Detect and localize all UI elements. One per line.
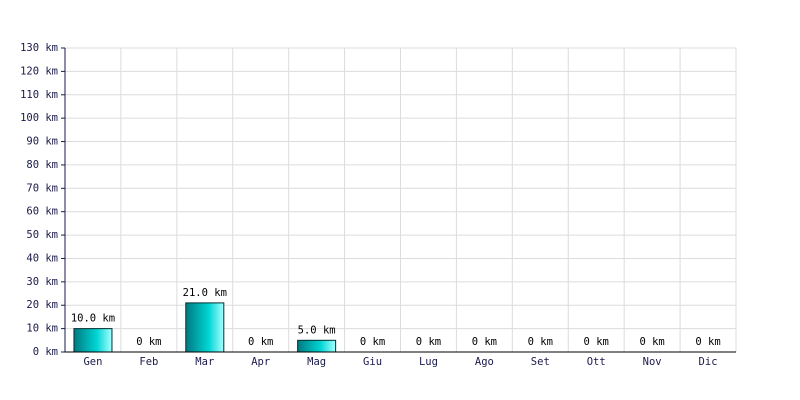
bar	[73, 328, 113, 353]
x-tick-label: Nov	[643, 356, 662, 368]
x-tick-label: Ott	[587, 356, 606, 368]
value-label: 5.0 km	[298, 324, 336, 336]
y-tick-label: 60 km	[26, 206, 58, 218]
value-label: 0 km	[416, 336, 441, 348]
value-label: 21.0 km	[183, 287, 227, 299]
y-tick-label: 70 km	[26, 182, 58, 194]
y-tick-label: 30 km	[26, 276, 58, 288]
value-label: 0 km	[248, 336, 273, 348]
y-tick-label: 120 km	[20, 65, 58, 77]
y-tick-label: 100 km	[20, 112, 58, 124]
x-tick-label: Feb	[139, 356, 158, 368]
value-label: 0 km	[528, 336, 553, 348]
x-tick-label: Giu	[363, 356, 382, 368]
x-tick-label: Apr	[251, 356, 270, 368]
y-tick-label: 80 km	[26, 159, 58, 171]
value-label: 0 km	[136, 336, 161, 348]
x-tick-label: Set	[531, 356, 550, 368]
y-tick-label: 110 km	[20, 89, 58, 101]
value-label: 0 km	[639, 336, 664, 348]
y-tick-label: 90 km	[26, 136, 58, 148]
x-tick-label: Lug	[419, 356, 438, 368]
x-tick-label: Gen	[83, 356, 102, 368]
bar	[297, 339, 337, 353]
bar	[185, 302, 225, 353]
value-label: 0 km	[472, 336, 497, 348]
y-tick-label: 10 km	[26, 323, 58, 335]
value-label: 0 km	[584, 336, 609, 348]
value-label: 10.0 km	[71, 313, 115, 325]
x-tick-label: Mag	[307, 356, 326, 368]
y-tick-label: 20 km	[26, 299, 58, 311]
y-tick-label: 40 km	[26, 252, 58, 264]
y-tick-label: 0 km	[33, 346, 58, 358]
x-tick-label: Dic	[699, 356, 718, 368]
x-tick-label: Mar	[195, 356, 214, 368]
x-tick-label: Ago	[475, 356, 494, 368]
value-label: 0 km	[360, 336, 385, 348]
y-tick-label: 50 km	[26, 229, 58, 241]
y-tick-label: 130 km	[20, 42, 58, 54]
value-label: 0 km	[695, 336, 720, 348]
